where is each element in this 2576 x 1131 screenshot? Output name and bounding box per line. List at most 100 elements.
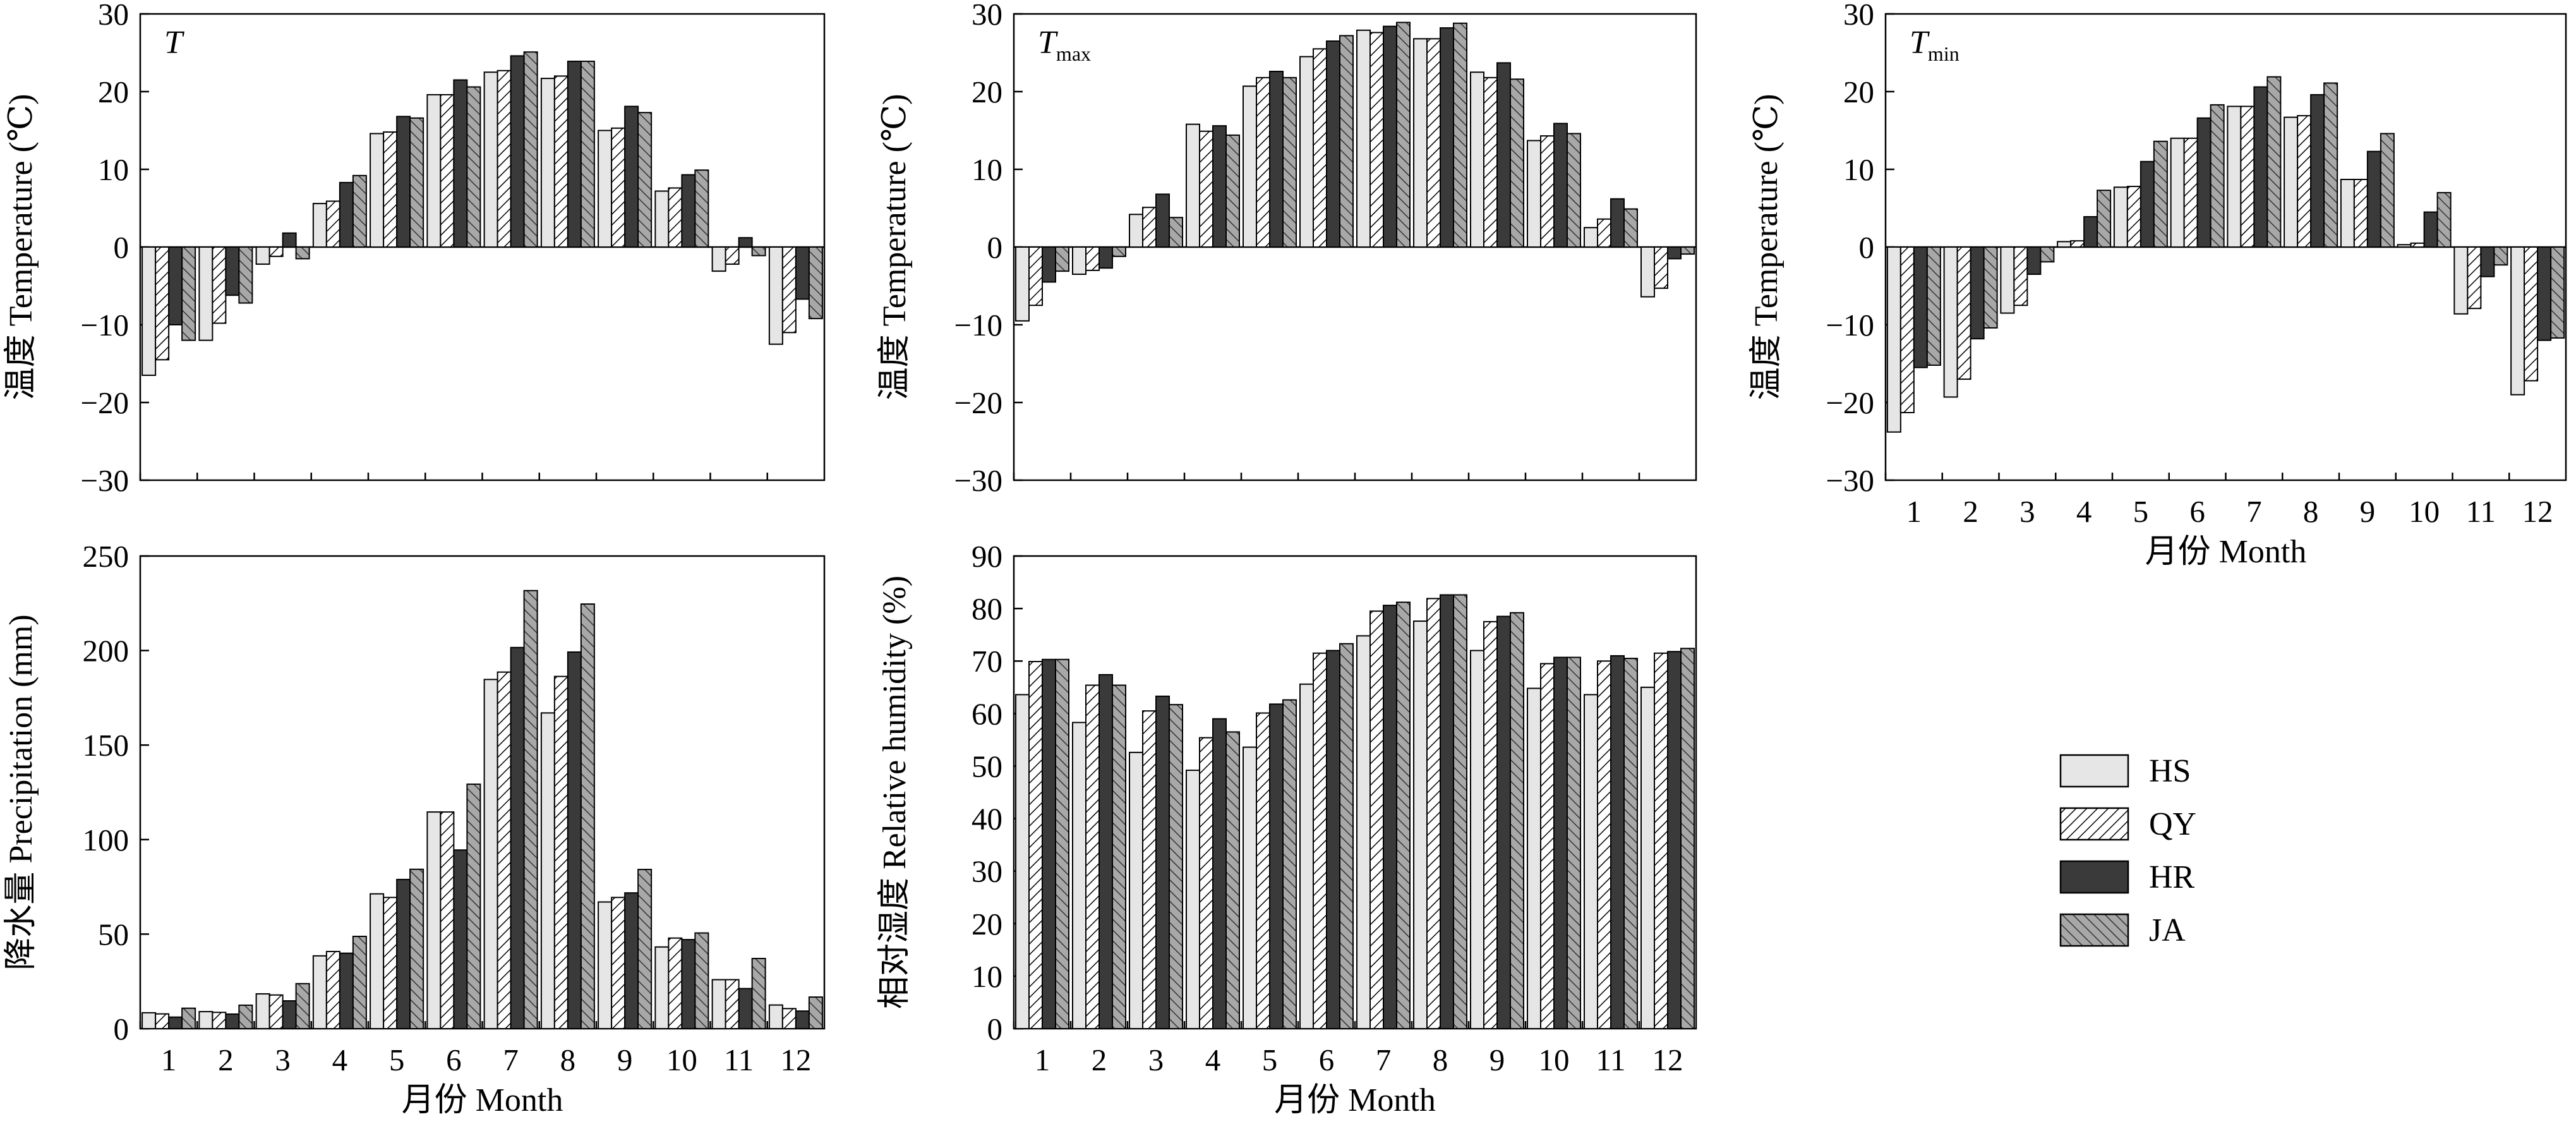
bar-hr-m10 (1553, 123, 1568, 248)
bar-hs-m10 (2397, 244, 2412, 248)
bar-hr-m6 (2196, 117, 2212, 248)
bar-ja-m5 (409, 117, 424, 248)
legend-swatch-hs (2059, 754, 2129, 788)
bar-hr-m1 (168, 246, 183, 325)
bar-hs-m9 (598, 130, 613, 248)
bar-qy-m11 (725, 246, 740, 265)
x-tick-label: 2 (1963, 494, 1978, 529)
bar-hr-m8 (567, 651, 582, 1030)
bar-hs-m5 (370, 893, 385, 1030)
bar-hr-m3 (1155, 193, 1170, 248)
bar-qy-m2 (212, 1012, 227, 1029)
bar-qy-m6 (2183, 137, 2198, 248)
bar-qy-m3 (2013, 246, 2028, 306)
panel-title-subscript: max (1056, 42, 1091, 65)
legend-swatch-hr (2059, 860, 2129, 894)
bar-hr-m9 (2366, 150, 2381, 248)
bar-hs-m8 (1413, 620, 1428, 1029)
y-axis-label: 相对湿度 Relative humidity (%) (877, 576, 913, 1009)
bar-hr-m6 (1326, 40, 1340, 248)
y-tick-label: 30 (98, 0, 129, 32)
bar-hs-m5 (2113, 186, 2128, 248)
bar-hr-m10 (2423, 211, 2438, 248)
bar-qy-m9 (1483, 76, 1498, 248)
bar-hs-m5 (1243, 746, 1257, 1029)
x-tick-label: 2 (1092, 1043, 1107, 1077)
x-tick-label: 8 (1433, 1043, 1448, 1077)
bar-hs-m11 (1584, 694, 1598, 1029)
bar-qy-m10 (668, 187, 683, 248)
bar-hs-m7 (1356, 635, 1371, 1029)
x-tick-label: 4 (1205, 1043, 1221, 1077)
bar-hr-m2 (1970, 246, 1985, 340)
y-tick-label: 250 (83, 539, 129, 574)
legend-label-qy: QY (2149, 806, 2196, 842)
bar-ja-m7 (523, 51, 538, 248)
bar-hr-m12 (795, 246, 810, 300)
bar-hr-m11 (738, 237, 753, 248)
y-tick-label: 10 (1843, 152, 1874, 187)
bar-qy-m4 (2070, 240, 2085, 248)
y-tick-label: 30 (972, 854, 1002, 889)
bar-hs-m10 (1527, 140, 1541, 248)
bar-hr-m12 (1667, 651, 1682, 1029)
y-tick-label: 80 (972, 591, 1002, 626)
bar-hr-m2 (1098, 674, 1113, 1029)
bar-hs-m1 (1015, 246, 1030, 322)
bar-hr-m3 (282, 1000, 297, 1029)
bar-ja-m11 (1623, 658, 1638, 1029)
x-tick-label: 9 (1490, 1043, 1505, 1077)
bar-ja-m11 (751, 957, 766, 1030)
bar-hr-m9 (624, 892, 639, 1030)
bar-ja-m12 (2550, 246, 2565, 339)
bar-ja-m9 (2380, 133, 2395, 248)
bar-hr-m8 (1440, 27, 1454, 248)
panel-title-subscript: min (1928, 42, 1959, 65)
bar-hr-m10 (681, 939, 696, 1029)
x-tick-label: 6 (2189, 494, 2205, 529)
bar-qy-m4 (1199, 130, 1213, 248)
bar-qy-m2 (1085, 684, 1100, 1030)
x-tick-label: 12 (780, 1043, 811, 1077)
y-tick-label: −10 (1826, 308, 1874, 342)
legend-swatch-ja (2059, 913, 2129, 947)
bar-ja-m8 (580, 61, 595, 248)
y-tick-label: 60 (972, 696, 1002, 731)
x-tick-label: 7 (1376, 1043, 1392, 1077)
bar-qy-m8 (1426, 38, 1441, 248)
bar-hs-m6 (426, 811, 442, 1030)
x-tick-label: 1 (161, 1043, 177, 1077)
x-tick-label: 9 (617, 1043, 633, 1077)
bar-hs-m8 (1413, 38, 1428, 248)
bar-ja-m3 (295, 246, 310, 260)
bar-qy-m5 (383, 897, 398, 1030)
bar-qy-m5 (1256, 76, 1270, 248)
bar-hs-m7 (1356, 29, 1371, 248)
y-tick-label: −10 (80, 308, 129, 342)
y-tick-label: 0 (987, 230, 1003, 265)
bar-hr-m4 (2083, 216, 2098, 248)
y-tick-label: −20 (80, 385, 129, 420)
y-tick-label: 20 (1843, 75, 1874, 109)
bar-hs-m4 (312, 203, 327, 248)
bar-qy-m10 (668, 937, 683, 1030)
bar-hr-m9 (1496, 615, 1511, 1029)
bar-hs-m1 (1886, 246, 1901, 433)
bar-ja-m6 (1339, 643, 1354, 1029)
bar-hr-m1 (1913, 246, 1928, 368)
y-tick-label: 50 (972, 749, 1002, 783)
plot-frame (139, 555, 826, 1030)
bar-qy-m5 (2126, 186, 2141, 248)
y-tick-label: 30 (972, 0, 1002, 32)
bar-qy-m1 (155, 1013, 170, 1029)
legend-label-hr: HR (2149, 859, 2195, 895)
bar-hs-m9 (1470, 650, 1484, 1029)
bar-ja-m3 (1169, 217, 1183, 248)
bar-hr-m9 (1496, 62, 1511, 248)
x-tick-label: 3 (2019, 494, 2035, 529)
bar-qy-m11 (2467, 246, 2482, 310)
bar-ja-m10 (1567, 133, 1581, 248)
bar-hs-m12 (768, 246, 783, 345)
bar-ja-m6 (2210, 104, 2225, 248)
